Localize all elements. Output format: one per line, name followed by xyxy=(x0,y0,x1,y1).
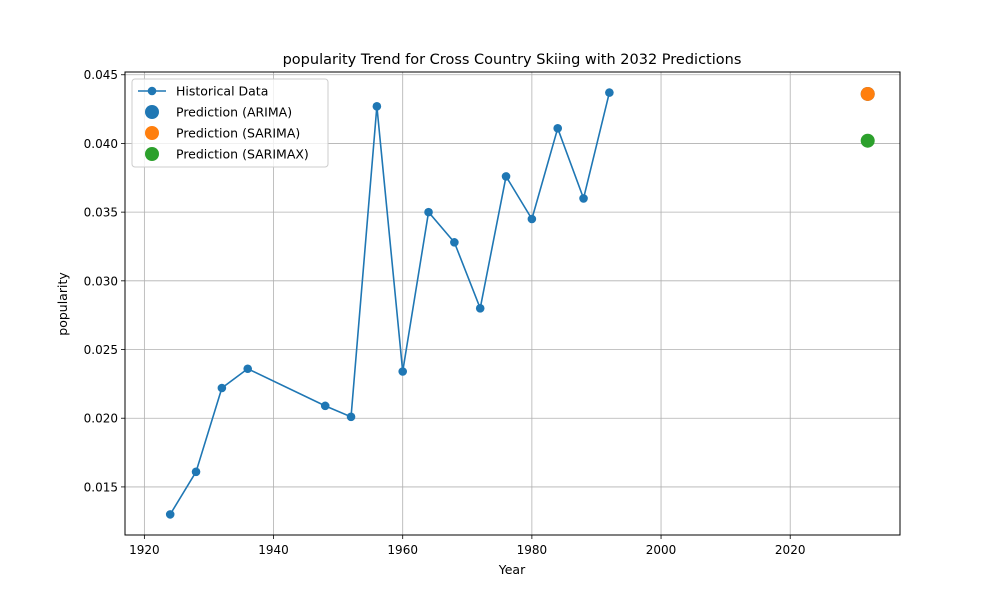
y-tick-label: 0.040 xyxy=(84,137,118,151)
historical-point xyxy=(450,238,459,247)
plot-frame xyxy=(124,71,901,536)
legend-box xyxy=(131,78,329,168)
y-tick-label: 0.020 xyxy=(84,412,118,426)
prediction-point xyxy=(860,133,875,148)
x-axis-ticks: 1920 1940 1960 1980 2000 2020 xyxy=(129,535,805,557)
x-tick-label: 1960 xyxy=(387,543,418,557)
legend: Historical Data Prediction (ARIMA) Predict… xyxy=(131,78,329,168)
chart-title: popularity Trend for Cross Country Skiin… xyxy=(283,52,742,68)
x-tick-label: 1920 xyxy=(129,543,160,557)
legend-marker xyxy=(145,105,159,119)
historical-point xyxy=(605,88,614,97)
prediction-point xyxy=(860,86,875,101)
historical-point xyxy=(372,102,382,111)
historical-point xyxy=(165,510,175,519)
historical-point xyxy=(527,214,537,224)
legend-label: Prediction (SARIMAX) xyxy=(176,147,309,162)
historical-point xyxy=(217,383,227,393)
historical-point xyxy=(346,412,356,422)
y-axis-ticks: 0.015 0.020 0.025 0.030 0.035 0.040 0.045 xyxy=(84,68,125,494)
y-tick-label: 0.045 xyxy=(84,68,118,82)
x-tick-label: 1940 xyxy=(258,543,289,557)
historical-point xyxy=(475,304,485,313)
historical-point xyxy=(579,194,588,203)
historical-point xyxy=(501,172,511,181)
legend-marker xyxy=(145,126,159,140)
grid-lines xyxy=(125,72,900,535)
x-tick-label: 2020 xyxy=(775,543,806,557)
y-tick-label: 0.035 xyxy=(84,206,118,220)
historical-point xyxy=(398,367,408,376)
y-tick-label: 0.030 xyxy=(84,274,118,288)
x-tick-label: 2000 xyxy=(646,543,677,557)
historical-point xyxy=(424,207,433,217)
legend-label: Prediction (ARIMA) xyxy=(176,105,292,120)
historical-line xyxy=(169,92,611,515)
legend-marker xyxy=(145,147,159,161)
series-layer xyxy=(165,86,875,519)
y-tick-label: 0.015 xyxy=(84,480,118,494)
y-axis-label: popularity xyxy=(55,272,70,336)
historical-point xyxy=(553,124,563,133)
legend-label: Prediction (SARIMA) xyxy=(176,126,300,141)
x-tick-label: 1980 xyxy=(517,543,548,557)
legend-label: Historical Data xyxy=(176,84,268,99)
y-tick-label: 0.025 xyxy=(84,343,118,357)
historical-point xyxy=(191,467,201,477)
historical-point xyxy=(320,401,330,411)
historical-point xyxy=(243,364,253,374)
legend-marker xyxy=(147,86,157,96)
x-axis-label: Year xyxy=(498,562,526,577)
